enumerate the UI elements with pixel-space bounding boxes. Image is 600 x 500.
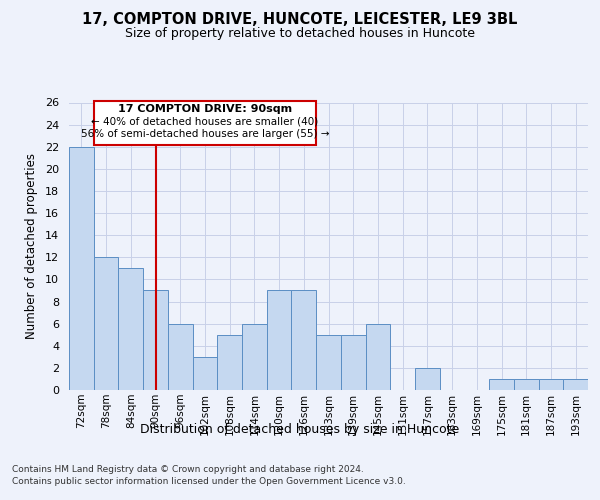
Bar [365,324,390,390]
Bar [94,258,118,390]
Bar [341,334,365,390]
Bar [415,368,440,390]
Text: Size of property relative to detached houses in Huncote: Size of property relative to detached ho… [125,28,475,40]
Bar [514,379,539,390]
Bar [118,268,143,390]
Bar [69,146,94,390]
Text: ← 40% of detached houses are smaller (40): ← 40% of detached houses are smaller (40… [91,116,319,126]
Bar [489,379,514,390]
Bar [316,334,341,390]
Bar [267,290,292,390]
Bar [94,102,316,144]
Text: 17, COMPTON DRIVE, HUNCOTE, LEICESTER, LE9 3BL: 17, COMPTON DRIVE, HUNCOTE, LEICESTER, L… [82,12,518,28]
Bar [539,379,563,390]
Text: Distribution of detached houses by size in Huncote: Distribution of detached houses by size … [140,422,460,436]
Text: 17 COMPTON DRIVE: 90sqm: 17 COMPTON DRIVE: 90sqm [118,104,292,114]
Y-axis label: Number of detached properties: Number of detached properties [25,153,38,340]
Bar [168,324,193,390]
Bar [242,324,267,390]
Text: Contains HM Land Registry data © Crown copyright and database right 2024.: Contains HM Land Registry data © Crown c… [12,465,364,474]
Bar [563,379,588,390]
Bar [143,290,168,390]
Text: 56% of semi-detached houses are larger (55) →: 56% of semi-detached houses are larger (… [80,129,329,139]
Text: Contains public sector information licensed under the Open Government Licence v3: Contains public sector information licen… [12,478,406,486]
Bar [193,357,217,390]
Bar [217,334,242,390]
Bar [292,290,316,390]
